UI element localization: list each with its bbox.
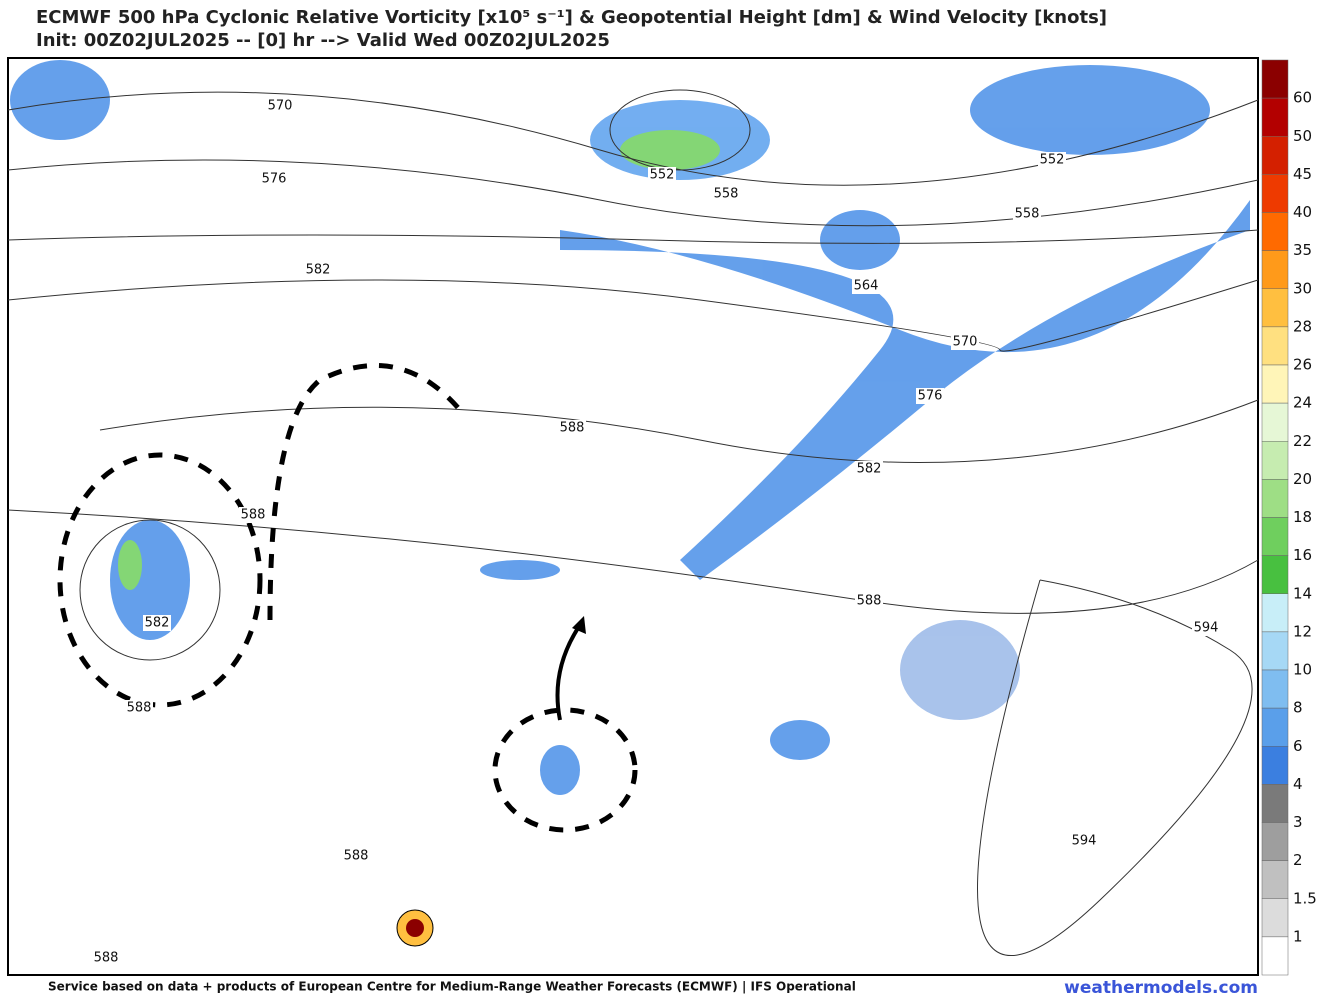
label-bg (712, 186, 740, 202)
colorbar-label: 22 (1293, 432, 1312, 450)
colorbar-swatch (1261, 59, 1289, 99)
contour-label: 576 (918, 389, 943, 404)
colorbar-swatch (1261, 707, 1289, 747)
colorbar-label: 60 (1293, 89, 1312, 107)
colorbar-label: 50 (1293, 127, 1312, 145)
contour-label: 588 (344, 849, 369, 864)
colorbar-label: 16 (1293, 546, 1312, 564)
colorbar-swatch (1261, 326, 1289, 366)
colorbar-swatch (1261, 402, 1289, 442)
colorbar-label: 12 (1293, 622, 1312, 640)
label-bg (916, 388, 944, 404)
contour-label: 588 (560, 421, 585, 436)
colorbar-swatch (1261, 936, 1289, 976)
label-bg (1038, 152, 1066, 168)
contour-label: 588 (127, 701, 152, 716)
colorbar-label: 2 (1293, 851, 1303, 869)
colorbar-swatch (1261, 97, 1289, 137)
colorbar-label: 1.5 (1293, 889, 1317, 907)
colorbar-swatch (1261, 822, 1289, 861)
label-bg (266, 98, 294, 114)
contour-label: 558 (1015, 207, 1040, 222)
label-bg (1192, 620, 1220, 636)
colorbar-swatch (1261, 517, 1289, 556)
colorbar-label: 1 (1293, 927, 1303, 945)
colorbar-label: 14 (1293, 584, 1312, 602)
contour-label: 576 (262, 172, 287, 187)
colorbar-label: 3 (1293, 813, 1303, 831)
colorbar-label: 35 (1293, 241, 1312, 259)
label-bg (852, 278, 880, 294)
label-bg (260, 171, 288, 187)
map (7, 57, 1259, 976)
colorbar-label: 24 (1293, 394, 1312, 412)
label-bg (951, 334, 979, 350)
colorbar-swatch (1261, 593, 1289, 633)
colorbar-label: 18 (1293, 508, 1312, 526)
contour-label: 582 (857, 462, 882, 477)
colorbar-swatch (1261, 631, 1289, 671)
contour-label: 594 (1072, 834, 1097, 849)
colorbar-label: 4 (1293, 775, 1303, 793)
contour-label: 558 (714, 187, 739, 202)
label-bg (92, 950, 120, 966)
label-bg (304, 262, 332, 278)
colorbar-swatch (1261, 174, 1289, 213)
colorbar-swatch (1261, 479, 1289, 518)
colorbar-swatch (1261, 441, 1289, 480)
label-bg (558, 420, 586, 436)
colorbar-swatch (1261, 746, 1289, 785)
colorbar-label: 10 (1293, 661, 1312, 679)
contour-label: 564 (854, 279, 879, 294)
colorbar-swatch (1261, 860, 1289, 899)
contour-label: 594 (1194, 621, 1219, 636)
colorbar-swatch (1261, 250, 1289, 289)
contour-label: 552 (650, 168, 675, 183)
label-bg (143, 615, 171, 631)
colorbar-label: 8 (1293, 699, 1303, 717)
contour-label: 582 (306, 263, 331, 278)
colorbar-label: 26 (1293, 356, 1312, 374)
contour-label: 588 (857, 594, 882, 609)
colorbar-label: 20 (1293, 470, 1312, 488)
colorbar-swatch (1261, 784, 1289, 823)
label-bg (1070, 833, 1098, 849)
contour-label: 552 (1040, 153, 1065, 168)
colorbar-label: 30 (1293, 279, 1312, 297)
colorbar-label: 6 (1293, 737, 1303, 755)
colorbar-swatch (1261, 288, 1289, 328)
colorbar-label: 28 (1293, 317, 1312, 335)
label-bg (342, 848, 370, 864)
colorbar-swatch (1261, 555, 1289, 594)
label-bg (125, 700, 153, 716)
colorbar-swatch (1261, 212, 1289, 251)
contour-label: 570 (953, 335, 978, 350)
colorbar-swatch (1261, 364, 1289, 404)
colorbar-label: 45 (1293, 165, 1312, 183)
title: ECMWF 500 hPa Cyclonic Relative Vorticit… (36, 7, 1107, 28)
contour-label: 570 (268, 99, 293, 114)
label-bg (855, 461, 883, 477)
label-bg (648, 167, 676, 183)
label-bg (855, 593, 883, 609)
contour-label: 588 (241, 508, 266, 523)
contour-label: 588 (94, 951, 119, 966)
label-bg (1013, 206, 1041, 222)
source-note: Service based on data + products of Euro… (48, 980, 856, 994)
colorbar-swatch (1261, 898, 1289, 938)
contour-label: 582 (145, 616, 170, 631)
label-bg (239, 507, 267, 523)
colorbar-label: 40 (1293, 203, 1312, 221)
subtitle: Init: 00Z02JUL2025 -- [0] hr --> Valid W… (36, 30, 610, 51)
brand: weathermodels.com (1064, 978, 1258, 998)
colorbar-swatch (1261, 669, 1289, 709)
colorbar-swatch (1261, 136, 1289, 175)
